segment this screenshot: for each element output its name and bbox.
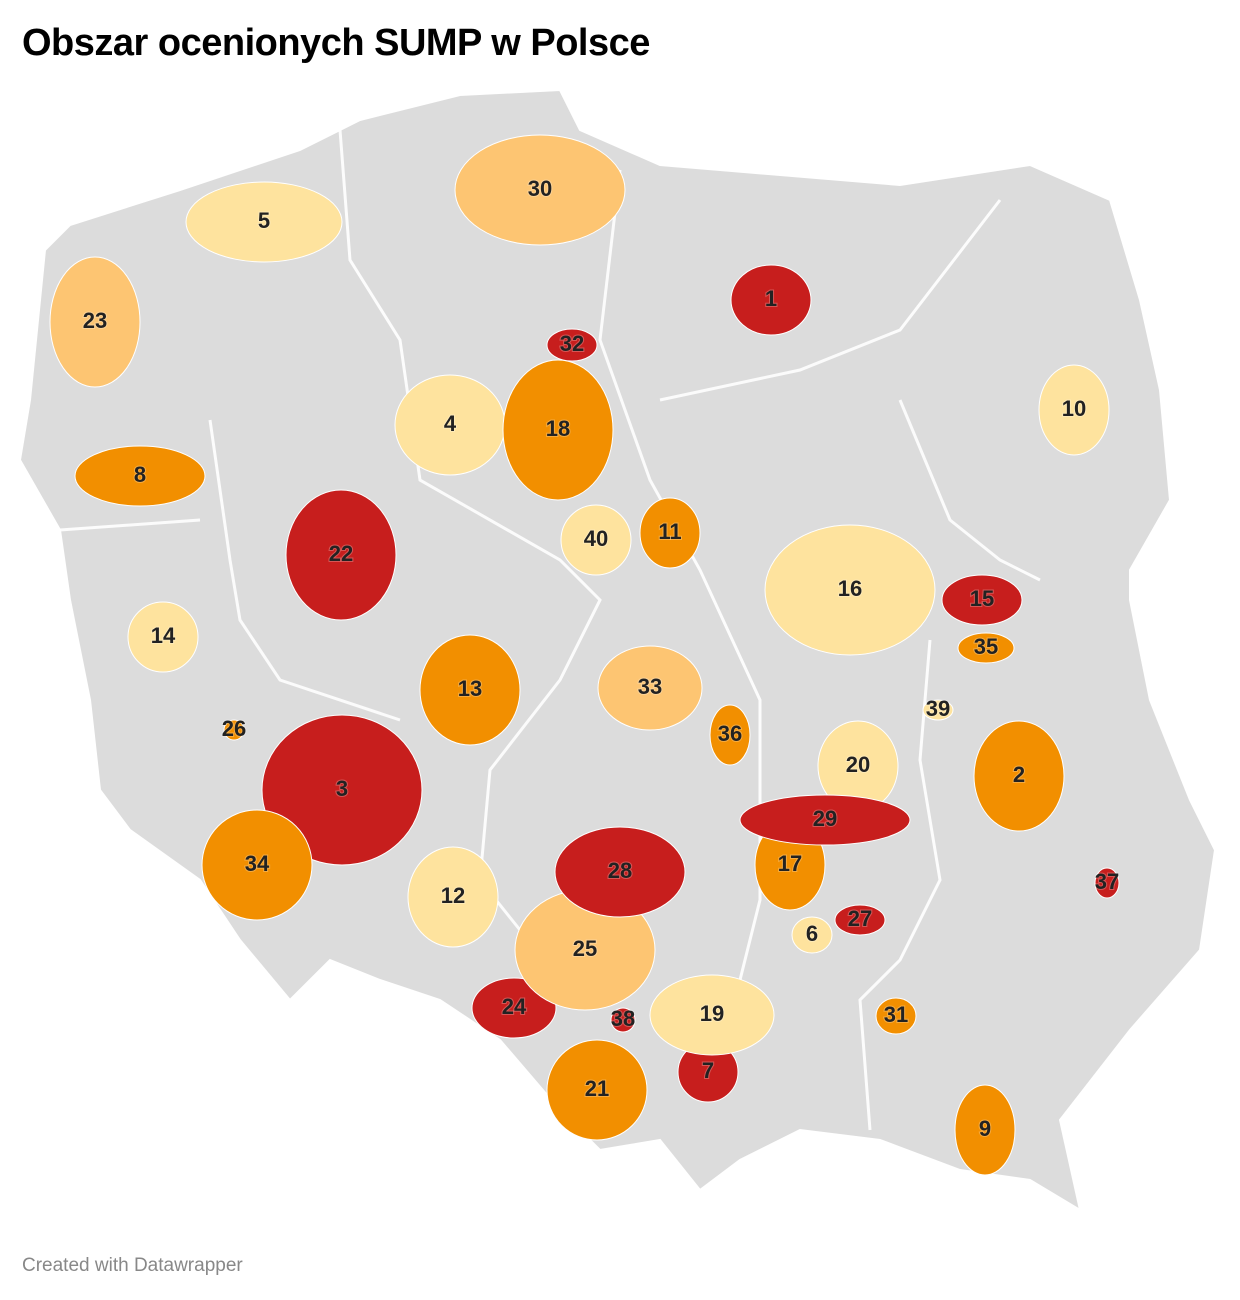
region-area (454, 134, 626, 246)
region-label: 16 (838, 576, 862, 601)
region-label: 8 (134, 462, 146, 487)
region-area (127, 601, 199, 673)
region-area (554, 826, 686, 918)
region-area (649, 974, 775, 1056)
region-label: 24 (502, 994, 527, 1019)
region-area (957, 632, 1015, 664)
region-label: 13 (458, 676, 482, 701)
region-label: 38 (611, 1006, 635, 1031)
region-label: 7 (702, 1058, 714, 1083)
region-area (546, 328, 598, 362)
region-area (49, 256, 141, 388)
region-area (471, 977, 557, 1039)
region-area (709, 704, 751, 766)
region-label: 29 (813, 806, 837, 831)
region-label: 37 (1095, 869, 1119, 894)
region-label: 19 (700, 1001, 724, 1026)
country-outline (18, 88, 1217, 1213)
region-area (419, 634, 521, 746)
region-label: 15 (970, 586, 994, 611)
region-label: 31 (884, 1002, 908, 1027)
title: Obszar ocenionych SUMP w Polsce (22, 22, 650, 64)
region-label: 27 (848, 906, 872, 931)
region-label: 34 (245, 851, 270, 876)
region-area (285, 489, 397, 621)
region-area (597, 645, 703, 731)
region-label: 35 (974, 634, 998, 659)
region-area (185, 181, 343, 263)
region-area (502, 359, 614, 501)
region-label: 4 (444, 411, 457, 436)
region-area (730, 264, 812, 336)
region-area (639, 497, 701, 569)
region-area (1094, 867, 1120, 899)
region-area (201, 809, 313, 921)
region-area (739, 794, 911, 846)
region-area (74, 445, 206, 507)
region-area (834, 904, 886, 936)
voivodeship-borders (59, 129, 1041, 1131)
region-label: 2 (1013, 762, 1025, 787)
region-label: 1 (765, 286, 777, 311)
footer: Created with Datawrapper (22, 1255, 243, 1276)
region-label: 36 (718, 721, 742, 746)
region-area (1038, 364, 1110, 456)
region-area (941, 574, 1023, 626)
region-area (261, 714, 423, 866)
region-area (764, 524, 936, 656)
region-label: 20 (846, 752, 870, 777)
region-label: 6 (806, 921, 818, 946)
region-area (922, 699, 954, 721)
region-label: 3 (336, 776, 348, 801)
region-area (546, 1039, 648, 1141)
region-label: 10 (1062, 396, 1086, 421)
region-label: 25 (573, 936, 597, 961)
region-label: 33 (638, 674, 662, 699)
region-area (954, 1084, 1016, 1176)
region-label: 40 (584, 526, 608, 551)
region-label: 18 (546, 416, 570, 441)
region-area (610, 1007, 636, 1033)
region-label: 21 (585, 1076, 609, 1101)
region-area (791, 916, 833, 954)
region-label: 30 (528, 176, 552, 201)
labels: 1234567891011121314151617181920212223242… (82, 175, 1120, 1142)
region-label: 22 (329, 541, 353, 566)
region-label: 32 (560, 331, 584, 356)
region-label: 14 (151, 623, 176, 648)
region-area (223, 719, 245, 741)
region-area (560, 504, 632, 576)
region-label: 17 (778, 851, 802, 876)
regions (49, 134, 1120, 1176)
region-area (407, 846, 499, 948)
region-label: 5 (258, 208, 270, 233)
region-label: 11 (658, 519, 681, 544)
region-label: 12 (441, 883, 465, 908)
region-label: 23 (83, 308, 107, 333)
region-label: 28 (608, 858, 632, 883)
region-area (875, 997, 917, 1035)
region-area (973, 720, 1065, 832)
region-label: 26 (222, 716, 246, 741)
region-label: 39 (926, 696, 950, 721)
region-label: 9 (979, 1116, 991, 1141)
